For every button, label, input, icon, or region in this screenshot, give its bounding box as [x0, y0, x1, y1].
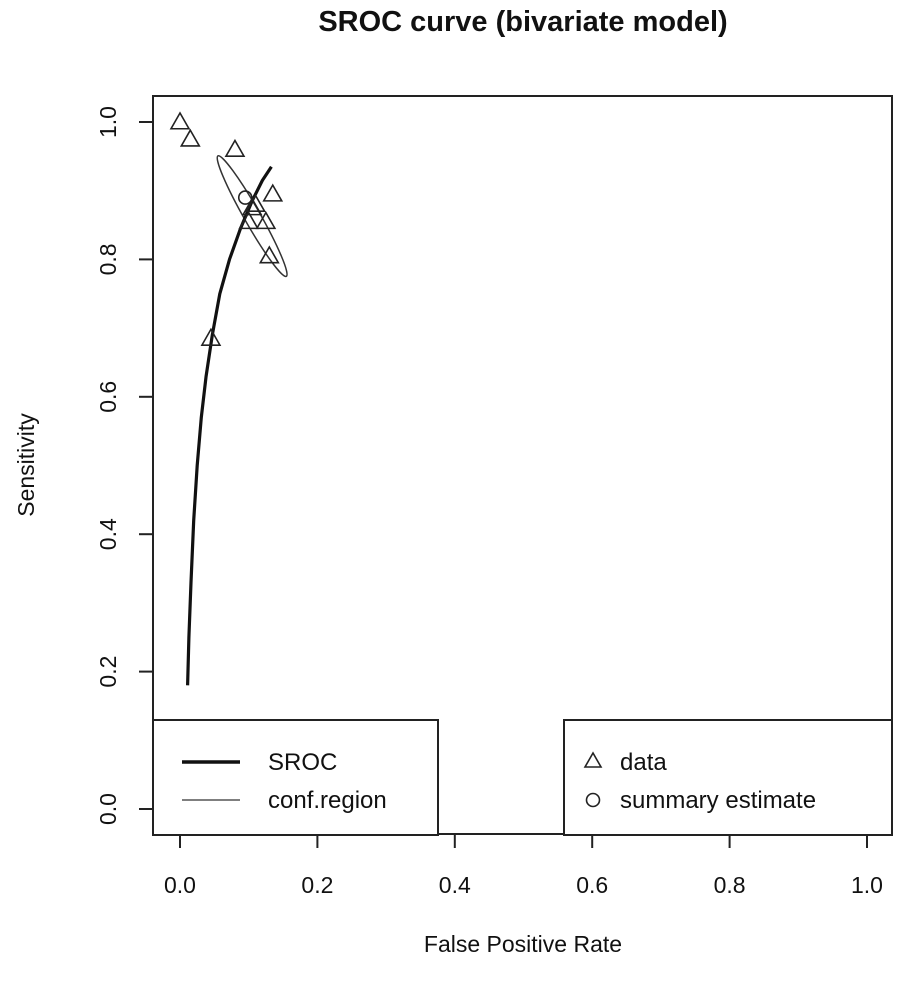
- axes: 0.0 0.2 0.4 0.6 0.8 1.0 0.0 0.2 0.4 0.6 0.8 1.0: [95, 106, 883, 898]
- chart-title: SROC curve (bivariate model): [318, 6, 727, 38]
- y-tick-label: 0.4: [95, 518, 121, 550]
- x-tick-label: 0.6: [576, 872, 608, 898]
- x-tick-label: 0.8: [714, 872, 746, 898]
- legend-summary-label: summary estimate: [620, 787, 816, 814]
- data-point-triangle: [245, 193, 266, 212]
- data-point-triangle: [241, 197, 263, 216]
- data-point-triangle: [258, 245, 280, 264]
- y-tick-label: 0.8: [95, 243, 121, 275]
- y-tick-label: 0.6: [95, 381, 121, 413]
- y-tick-label: 0.2: [95, 656, 121, 688]
- data-point-triangle: [200, 327, 222, 346]
- y-axis-label: Sensitivity: [13, 413, 39, 517]
- data-point-triangle: [262, 183, 284, 202]
- legend-box-left: [152, 719, 439, 836]
- legend-box-right: [563, 719, 893, 836]
- x-tick-label: 0.0: [164, 872, 196, 898]
- data-point-triangle: [179, 128, 201, 147]
- legend-symbols: data summary estimate: [563, 719, 893, 836]
- legend-conf-region-label: conf.region: [268, 787, 387, 814]
- y-tick-label: 0.0: [95, 793, 121, 825]
- legend-lines: SROC conf.region: [152, 719, 439, 836]
- data-point-triangle: [224, 138, 246, 158]
- sroc-curve-line: [186, 165, 273, 686]
- confidence-region-ellipse: [216, 155, 288, 278]
- y-tick-label: 1.0: [95, 106, 121, 138]
- x-tick-label: 0.2: [301, 872, 333, 898]
- data-point-triangle: [238, 211, 260, 230]
- x-axis-label: False Positive Rate: [424, 931, 622, 957]
- legend-circle-icon: [585, 792, 601, 808]
- legend-data-label: data: [620, 749, 667, 776]
- x-tick-label: 0.4: [439, 872, 471, 898]
- legend-sroc-label: SROC: [268, 749, 337, 776]
- summary-estimate-circle: [237, 190, 253, 205]
- data-point-triangle: [169, 111, 191, 130]
- data-point-triangle: [255, 211, 277, 230]
- x-tick-label: 1.0: [851, 872, 883, 898]
- legend-triangle-icon: [583, 751, 603, 768]
